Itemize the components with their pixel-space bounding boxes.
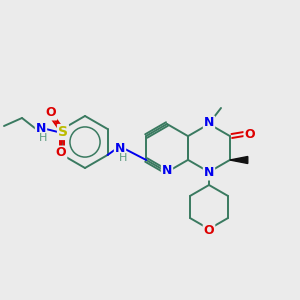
Text: H: H	[119, 153, 127, 163]
Text: O: O	[56, 146, 66, 160]
Text: H: H	[39, 133, 47, 143]
Text: N: N	[204, 167, 214, 179]
Text: N: N	[115, 142, 125, 155]
Text: O: O	[244, 128, 255, 140]
Text: N: N	[162, 164, 172, 178]
Text: S: S	[58, 125, 68, 139]
Text: N: N	[36, 122, 46, 136]
Text: N: N	[204, 116, 214, 130]
Polygon shape	[230, 157, 248, 164]
Text: O: O	[204, 224, 214, 238]
Text: O: O	[46, 106, 56, 119]
